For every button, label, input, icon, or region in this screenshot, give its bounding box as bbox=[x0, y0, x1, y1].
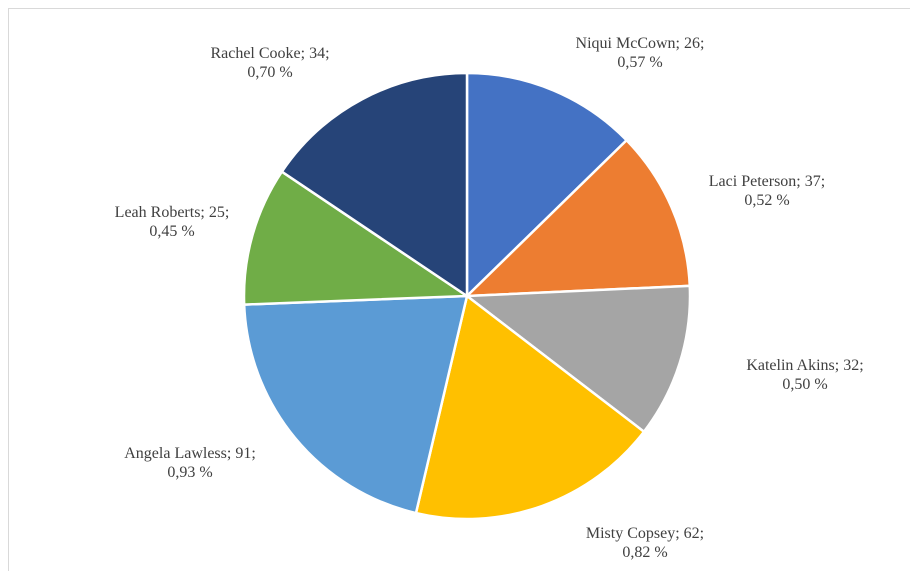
data-labels: Niqui McCown; 26; 0,57 % Laci Peterson; 37… bbox=[115, 35, 864, 561]
slice-angela-lawless bbox=[242, 294, 469, 515]
data-label-rachel-cooke: Rachel Cooke; 34; 0,70 % bbox=[210, 45, 329, 81]
data-label-angela-lawless: Angela Lawless; 91; 0,93 % bbox=[124, 445, 256, 481]
pie-slices bbox=[242, 71, 692, 521]
chart-area bbox=[8, 8, 910, 571]
data-label-laci-peterson: Laci Peterson; 37; 0,52 % bbox=[709, 173, 825, 209]
data-label-leah-roberts: Leah Roberts; 25; 0,45 % bbox=[115, 204, 230, 240]
slice-laci-peterson bbox=[463, 138, 692, 298]
slice-niqui-mccown bbox=[465, 71, 629, 299]
slice-leah-roberts bbox=[242, 169, 471, 306]
data-label-misty-copsey: Misty Copsey; 62; 0,82 % bbox=[586, 525, 704, 561]
slice-rachel-cooke bbox=[280, 71, 469, 299]
slice-misty-copsey bbox=[414, 293, 646, 521]
slice-katelin-akins bbox=[463, 284, 692, 434]
data-label-katelin-akins: Katelin Akins; 32; 0,50 % bbox=[746, 357, 863, 393]
data-label-niqui-mccown: Niqui McCown; 26; 0,57 % bbox=[576, 35, 705, 71]
